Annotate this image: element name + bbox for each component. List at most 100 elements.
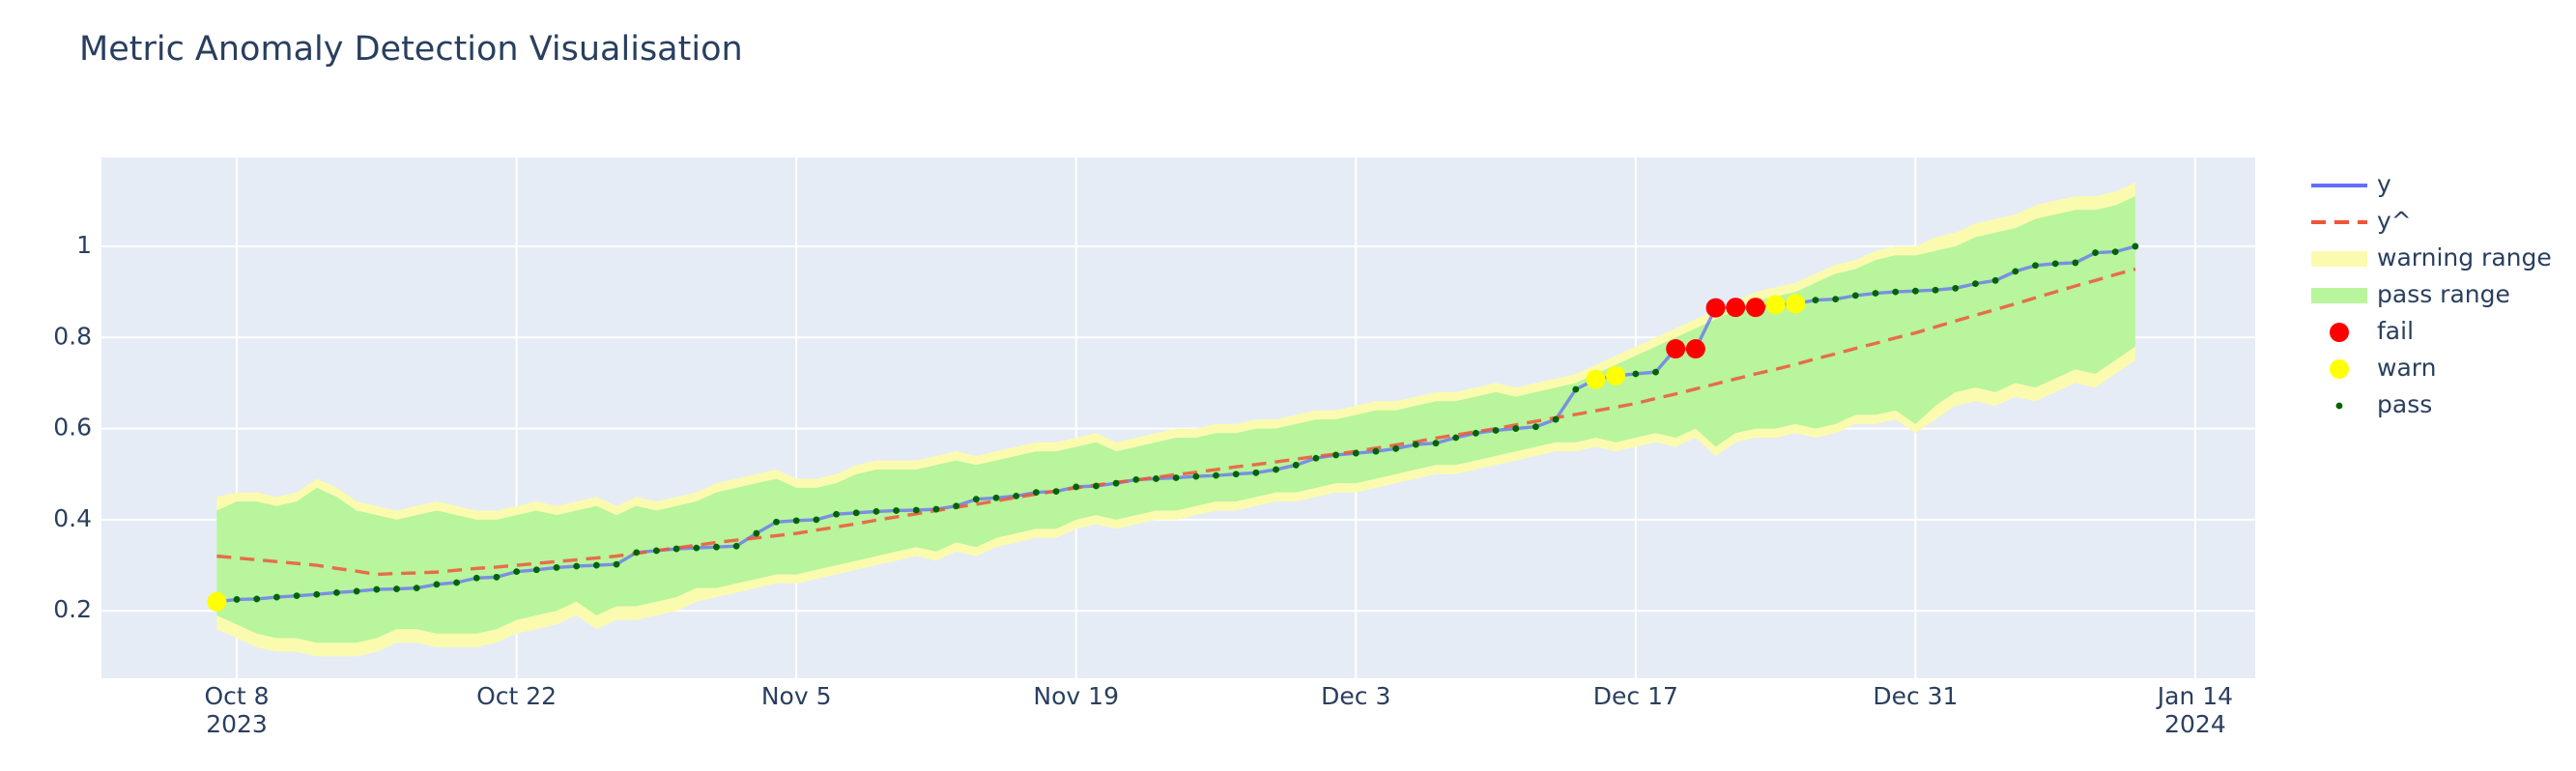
- status-marker: [553, 564, 560, 571]
- legend-swatch: [2311, 288, 2367, 303]
- x-tick-label: Dec 3: [1321, 682, 1390, 710]
- legend-label: pass: [2377, 390, 2432, 418]
- status-marker: [1666, 339, 1686, 359]
- x-tick-label: Dec 31: [1873, 682, 1958, 710]
- legend-swatch: [2330, 323, 2349, 342]
- status-marker: [1606, 365, 1626, 386]
- y-tick-label: 0.2: [53, 595, 92, 623]
- status-marker: [1153, 475, 1159, 482]
- y-tick-label: 0.8: [53, 322, 92, 350]
- status-marker: [1685, 339, 1705, 359]
- legend-label: fail: [2377, 317, 2414, 345]
- status-marker: [1812, 297, 1819, 304]
- status-marker: [253, 595, 261, 603]
- status-marker: [1013, 492, 1020, 500]
- status-marker: [893, 507, 900, 514]
- status-marker: [373, 585, 381, 593]
- status-marker: [1512, 425, 1520, 432]
- status-marker: [1932, 286, 1939, 294]
- status-marker: [1132, 475, 1140, 483]
- status-marker: [1952, 284, 1960, 292]
- status-marker: [472, 574, 480, 582]
- status-marker: [1552, 415, 1560, 423]
- status-marker: [453, 579, 460, 586]
- x-tick-year-label: 2024: [2164, 710, 2226, 738]
- status-marker: [493, 573, 501, 581]
- status-marker: [2092, 249, 2099, 256]
- status-marker: [592, 561, 600, 569]
- status-marker: [1292, 461, 1300, 469]
- status-marker: [1705, 298, 1726, 318]
- legend-swatch: [2311, 251, 2367, 267]
- status-marker: [2032, 262, 2039, 270]
- status-marker: [513, 568, 520, 576]
- status-marker: [1586, 369, 1606, 389]
- x-tick-year-label: 2023: [206, 710, 268, 738]
- status-marker: [1745, 298, 1765, 318]
- status-marker: [207, 591, 227, 612]
- x-tick-label: Nov 5: [761, 682, 832, 710]
- legend-label: warning range: [2377, 243, 2552, 271]
- status-marker: [273, 593, 280, 601]
- status-marker: [1213, 471, 1219, 479]
- status-marker: [1112, 479, 1120, 487]
- status-marker: [1492, 427, 1500, 434]
- status-marker: [333, 588, 340, 596]
- status-marker: [2111, 248, 2119, 256]
- status-marker: [972, 496, 980, 503]
- status-marker: [1352, 449, 1360, 457]
- status-marker: [1572, 386, 1580, 393]
- status-marker: [532, 566, 540, 574]
- status-marker: [433, 581, 441, 588]
- status-marker: [1972, 280, 1979, 288]
- status-marker: [1532, 423, 1539, 431]
- status-marker: [413, 585, 420, 592]
- status-marker: [932, 505, 940, 513]
- status-marker: [1652, 368, 1659, 376]
- status-marker: [953, 502, 960, 510]
- status-marker: [1032, 489, 1040, 497]
- status-marker: [1851, 292, 1859, 300]
- status-marker: [773, 518, 780, 526]
- status-marker: [732, 542, 740, 550]
- status-marker: [1073, 483, 1080, 491]
- status-marker: [673, 545, 680, 553]
- status-marker: [613, 560, 620, 568]
- status-marker: [1991, 276, 1999, 284]
- status-marker: [873, 508, 880, 515]
- status-marker: [293, 592, 301, 600]
- status-marker: [1911, 287, 1919, 295]
- x-tick-label: Oct 8: [205, 682, 270, 710]
- status-marker: [1452, 434, 1460, 442]
- status-marker: [1412, 441, 1419, 448]
- status-marker: [633, 549, 641, 557]
- status-marker: [1892, 288, 1900, 296]
- status-marker: [833, 510, 840, 518]
- legend-label: y: [2377, 170, 2391, 198]
- legend-label: y^: [2377, 207, 2412, 235]
- status-marker: [2132, 243, 2139, 250]
- status-marker: [2012, 268, 2019, 275]
- legend-swatch: [2335, 402, 2343, 410]
- status-marker: [852, 509, 860, 517]
- legend-label: warn: [2377, 354, 2436, 382]
- status-marker: [233, 596, 241, 603]
- status-marker: [693, 544, 701, 552]
- status-marker: [1832, 296, 1840, 303]
- status-marker: [393, 585, 400, 592]
- y-tick-label: 1: [76, 231, 92, 259]
- status-marker: [652, 547, 660, 555]
- status-marker: [1052, 488, 1060, 496]
- status-marker: [1726, 298, 1746, 318]
- status-marker: [353, 587, 360, 595]
- status-marker: [1332, 451, 1339, 459]
- status-marker: [1372, 447, 1380, 455]
- status-marker: [2072, 259, 2079, 267]
- status-marker: [792, 517, 800, 525]
- y-tick-label: 0.4: [53, 504, 92, 532]
- status-marker: [1192, 472, 1200, 480]
- plot-layer: [207, 182, 2139, 657]
- status-marker: [2051, 260, 2059, 268]
- status-marker: [313, 590, 321, 598]
